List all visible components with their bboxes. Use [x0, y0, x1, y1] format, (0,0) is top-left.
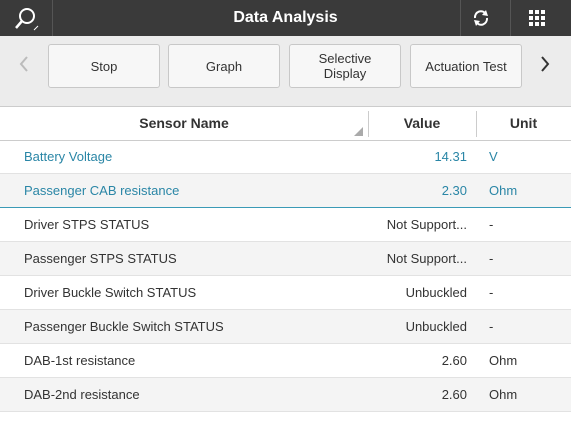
- sensor-unit: -: [489, 285, 494, 300]
- table-row[interactable]: Passenger CAB resistance 2.30 Ohm: [0, 174, 571, 208]
- sensor-name: Battery Voltage: [24, 149, 113, 164]
- sensor-name: Passenger STPS STATUS: [24, 251, 177, 266]
- table-header: Sensor Name Value Unit: [0, 107, 571, 141]
- column-header[interactable]: Unit: [509, 115, 538, 131]
- sensor-name: Passenger Buckle Switch STATUS: [24, 319, 224, 334]
- sensor-unit: -: [489, 217, 494, 232]
- actuation-test-button[interactable]: Actuation Test: [410, 44, 522, 88]
- sensor-name: Driver STPS STATUS: [24, 217, 150, 232]
- separator: [368, 111, 369, 137]
- sensor-value: 2.60: [441, 353, 467, 368]
- sensor-unit: Ohm: [489, 387, 518, 402]
- table-row[interactable]: Driver Buckle Switch STATUS Unbuckled -: [0, 276, 571, 310]
- sensor-unit: -: [489, 251, 494, 266]
- sensor-value: Not Support...: [386, 217, 467, 232]
- separator: [52, 0, 53, 36]
- sensor-value: Unbuckled: [405, 285, 467, 300]
- separator: [510, 0, 511, 36]
- table-row[interactable]: Battery Voltage 14.31 V: [0, 140, 571, 174]
- title-bar: Data Analysis: [0, 0, 571, 36]
- sensor-name: Driver Buckle Switch STATUS: [24, 285, 197, 300]
- title: Data Analysis: [233, 9, 338, 26]
- sensor-name: DAB-1st resistance: [24, 353, 136, 368]
- table-row[interactable]: DAB-1st resistance 2.60 Ohm: [0, 344, 571, 378]
- sensor-value: 14.31: [434, 149, 467, 164]
- grid-icon[interactable]: [529, 10, 545, 26]
- refresh-icon[interactable]: [471, 8, 491, 28]
- table-body: Battery Voltage 14.31 V Passenger CAB resis…: [0, 140, 571, 412]
- separator: [476, 111, 477, 137]
- prev-arrow[interactable]: [18, 54, 30, 74]
- sensor-unit: V: [489, 149, 498, 164]
- column-header[interactable]: Value: [403, 115, 441, 131]
- stop-button[interactable]: Stop: [48, 44, 160, 88]
- sensor-value: Unbuckled: [405, 319, 467, 334]
- table-row[interactable]: DAB-2nd resistance 2.60 Ohm: [0, 378, 571, 412]
- toolbar: Stop Graph Selective Display Actuation T…: [0, 36, 571, 107]
- sensor-unit: Ohm: [489, 183, 518, 198]
- table-row[interactable]: Driver STPS STATUS Not Support... -: [0, 208, 571, 242]
- sort-indicator: [354, 127, 363, 136]
- table-row[interactable]: Passenger Buckle Switch STATUS Unbuckled -: [0, 310, 571, 344]
- graph-button[interactable]: Graph: [168, 44, 280, 88]
- sensor-value: Not Support...: [386, 251, 467, 266]
- sensor-value: 2.60: [441, 387, 467, 402]
- sensor-unit: Ohm: [489, 353, 518, 368]
- sensor-value: 2.30: [441, 183, 467, 198]
- column-header[interactable]: Sensor Name: [139, 115, 229, 131]
- table-row[interactable]: Passenger STPS STATUS Not Support... -: [0, 242, 571, 276]
- sensor-unit: -: [489, 319, 494, 334]
- search-icon[interactable]: [14, 6, 40, 32]
- selective-display-button[interactable]: Selective Display: [289, 44, 401, 88]
- next-arrow[interactable]: [539, 54, 551, 74]
- sensor-name: Passenger CAB resistance: [24, 183, 180, 198]
- separator: [460, 0, 461, 36]
- sensor-name: DAB-2nd resistance: [24, 387, 140, 402]
